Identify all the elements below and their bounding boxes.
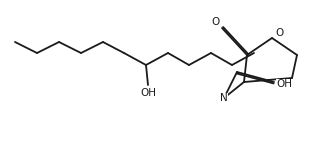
Text: N: N (220, 93, 228, 103)
Text: OH: OH (276, 79, 292, 89)
Text: O: O (212, 17, 220, 27)
Text: O: O (276, 28, 284, 38)
Text: OH: OH (140, 88, 156, 98)
